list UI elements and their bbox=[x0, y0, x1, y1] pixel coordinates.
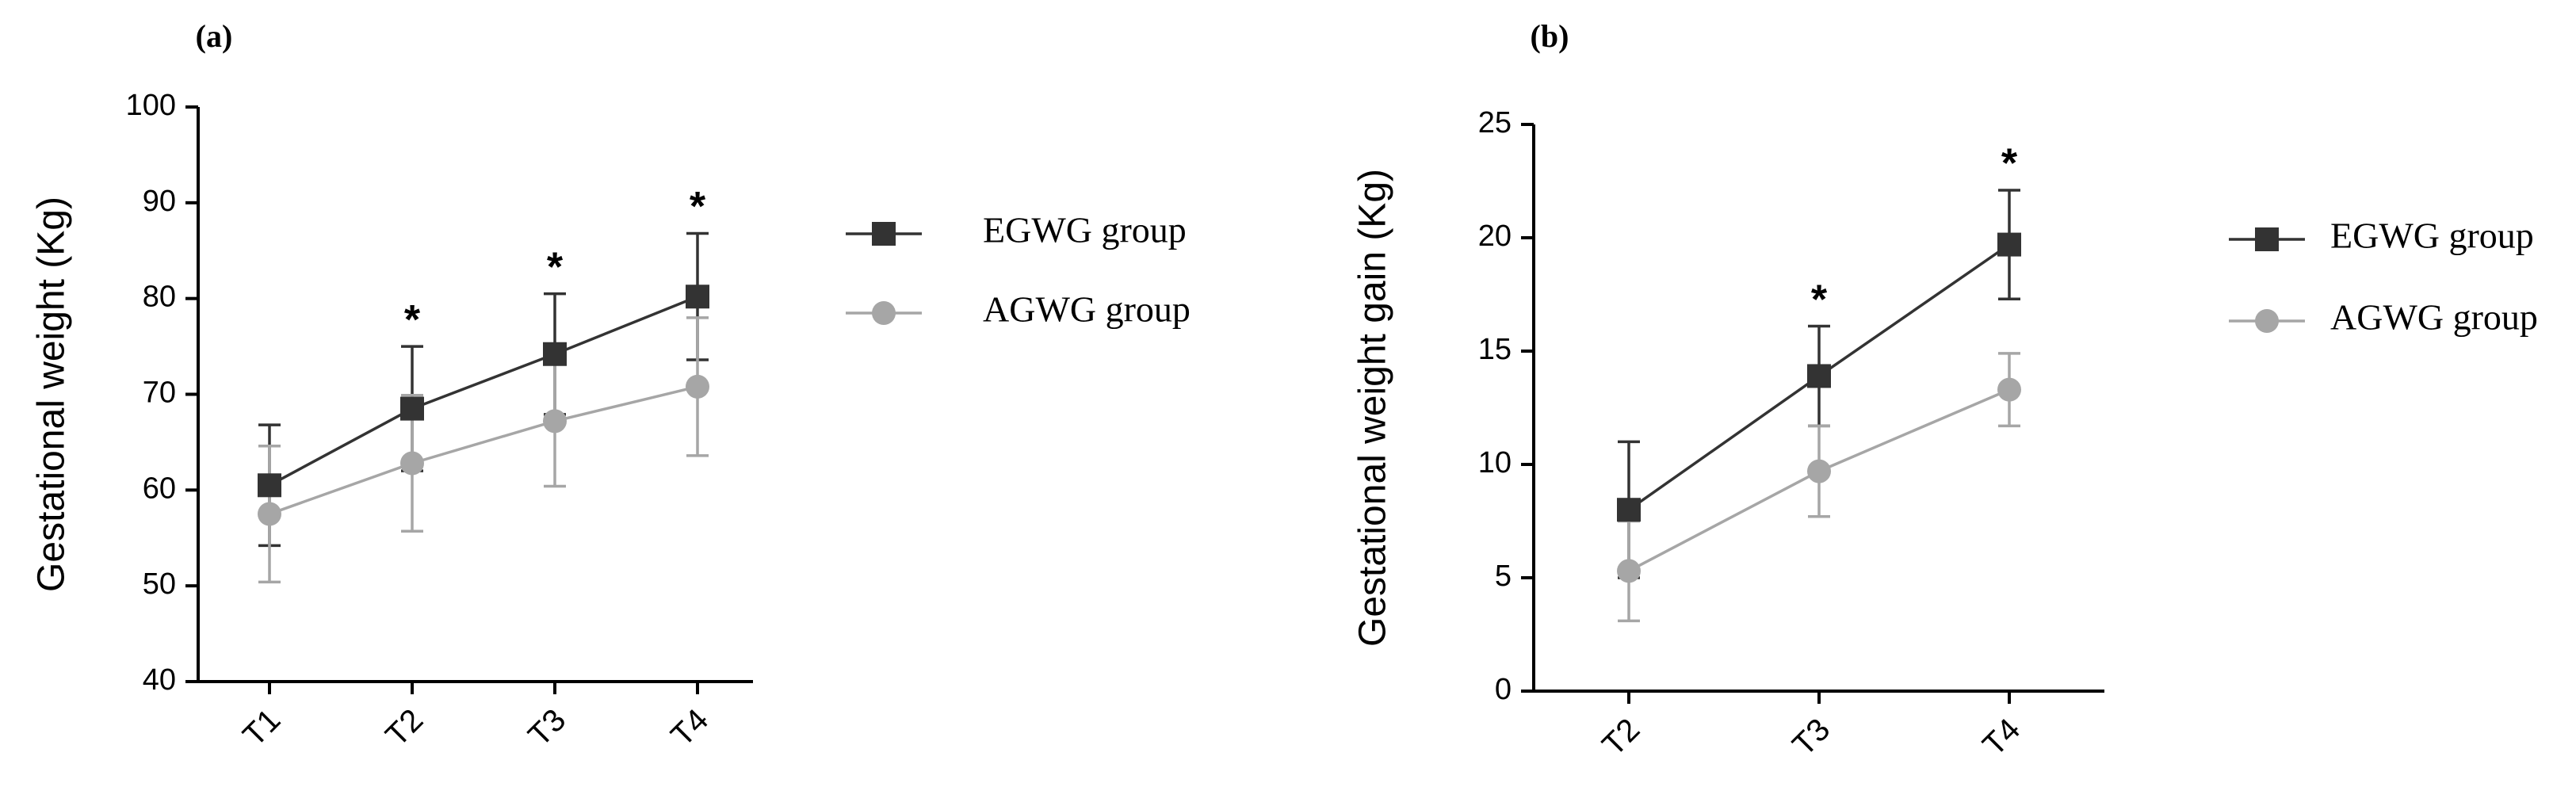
y-tick-label: 40 bbox=[143, 663, 176, 697]
x-tick-label: T2 bbox=[1596, 712, 1646, 762]
data-point-circle bbox=[400, 451, 424, 476]
y-tick-label: 25 bbox=[1478, 106, 1512, 139]
series-egwg bbox=[258, 231, 709, 548]
series-line-agwg bbox=[269, 385, 698, 516]
x-tick-label: T2 bbox=[379, 702, 430, 753]
panel-label: (a) bbox=[196, 18, 233, 54]
legend-marker-circle bbox=[872, 301, 896, 325]
y-tick-label: 15 bbox=[1478, 333, 1512, 366]
legend-label: EGWG group bbox=[983, 210, 1187, 250]
data-point-circle bbox=[1997, 377, 2021, 402]
chart-panel-b: (b) 0 5 10 15 20 25 T2 T3 T4 Gestational weight ga… bbox=[1352, 18, 2538, 762]
y-axis-title: Gestational weight gain (Kg) bbox=[1352, 169, 1394, 647]
x-tick-label: T3 bbox=[1786, 712, 1836, 762]
y-tick-label: 20 bbox=[1478, 220, 1512, 253]
significance-asterisk: * bbox=[404, 297, 421, 343]
data-point-circle bbox=[543, 409, 567, 434]
data-point-square bbox=[1807, 364, 1831, 388]
significance-asterisk: * bbox=[690, 184, 706, 230]
legend-label: AGWG group bbox=[2330, 297, 2538, 338]
data-point-circle bbox=[1617, 559, 1641, 583]
data-point-square bbox=[258, 473, 281, 498]
data-point-square bbox=[400, 396, 424, 421]
chart-panel-a: (a) 40 50 60 70 80 90 100 T1 T2 T3 T4 Gestational we… bbox=[31, 18, 1191, 753]
y-tick-label: 100 bbox=[126, 89, 176, 122]
significance-asterisk: * bbox=[547, 244, 564, 290]
data-point-square bbox=[1617, 498, 1641, 522]
y-tick-label: 5 bbox=[1495, 560, 1512, 593]
x-tick-label: T3 bbox=[522, 702, 572, 753]
significance-asterisk: * bbox=[1811, 277, 1828, 323]
x-tick-label: T4 bbox=[664, 702, 715, 753]
data-point-square bbox=[1997, 232, 2021, 257]
legend-marker-square bbox=[872, 222, 896, 246]
data-point-circle bbox=[686, 374, 709, 399]
y-tick-label: 0 bbox=[1495, 673, 1512, 706]
y-tick-label: 60 bbox=[143, 472, 176, 505]
legend: EGWG group AGWG group bbox=[2229, 216, 2538, 338]
y-tick-label: 90 bbox=[143, 185, 176, 218]
x-tick-label: T4 bbox=[1976, 712, 2027, 762]
data-point-square bbox=[686, 285, 709, 309]
legend-label: EGWG group bbox=[2330, 216, 2534, 256]
data-point-circle bbox=[258, 502, 281, 526]
legend: EGWG group AGWG group bbox=[846, 210, 1191, 330]
panel-label: (b) bbox=[1531, 18, 1569, 54]
series-line-egwg bbox=[269, 295, 698, 487]
significance-asterisk: * bbox=[2001, 141, 2018, 187]
y-tick-label: 70 bbox=[143, 376, 176, 410]
legend-marker-square bbox=[2255, 227, 2279, 251]
y-tick-label: 50 bbox=[143, 567, 176, 601]
data-point-circle bbox=[1807, 459, 1831, 483]
y-tick-label: 80 bbox=[143, 281, 176, 314]
y-tick-label: 10 bbox=[1478, 446, 1512, 479]
data-point-square bbox=[543, 342, 567, 366]
x-tick-label: T1 bbox=[236, 702, 287, 753]
legend-marker-circle bbox=[2255, 309, 2279, 333]
series-agwg bbox=[258, 316, 709, 584]
y-axis-title: Gestational weight (Kg) bbox=[31, 197, 73, 592]
legend-label: AGWG group bbox=[983, 289, 1191, 330]
